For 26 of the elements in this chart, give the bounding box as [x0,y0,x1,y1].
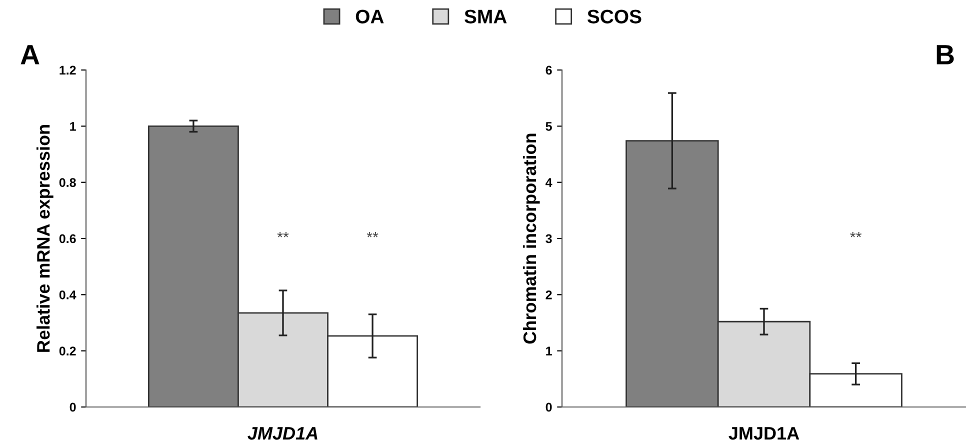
y-axis-title: Relative mRNA expression [36,125,54,352]
x-tick-label: JMJD1A [248,427,318,440]
y-tick-label: 5 [546,122,552,131]
text: A [20,45,40,64]
y-tick-label: 0.6 [59,234,76,244]
y-tick-label: 6 [546,66,552,75]
x-tick-label: JMJD1A [728,427,800,440]
y-tick-label: 0.4 [59,290,76,300]
legend-label: SCOS [587,10,642,24]
y-tick-label: 4 [546,178,552,187]
y-tick-label: 1.2 [60,66,76,75]
y-tick-label: 1 [70,122,76,131]
y-tick-label: 0.8 [59,178,76,187]
text: B [936,45,954,64]
legend-label: OA [356,10,384,24]
y-tick-label: 1 [546,346,552,356]
y-tick-label: 0 [70,402,76,412]
annotation: ** [277,232,289,238]
y-tick-label: 2 [546,290,552,300]
annotation: ** [366,232,378,238]
y-tick-label: 0.2 [59,346,76,356]
y-tick-label: 3 [546,234,552,244]
y-axis-title: Chromatin incorporation [522,134,540,344]
y-tick-label: 0 [546,402,552,412]
legend-label: SMA [464,10,507,24]
annotation: ** [850,232,862,238]
